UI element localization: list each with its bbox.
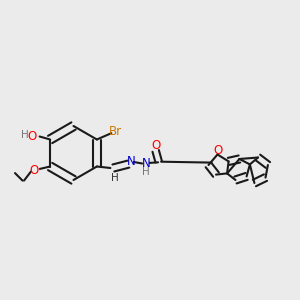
Text: N: N	[127, 154, 136, 168]
Text: H: H	[21, 130, 28, 140]
Text: Br: Br	[109, 125, 122, 139]
Text: O: O	[214, 143, 223, 157]
Text: O: O	[28, 130, 37, 143]
Text: H: H	[111, 172, 119, 183]
Text: O: O	[151, 139, 160, 152]
Text: O: O	[29, 164, 38, 177]
Text: N: N	[142, 157, 151, 170]
Text: H: H	[142, 167, 150, 177]
